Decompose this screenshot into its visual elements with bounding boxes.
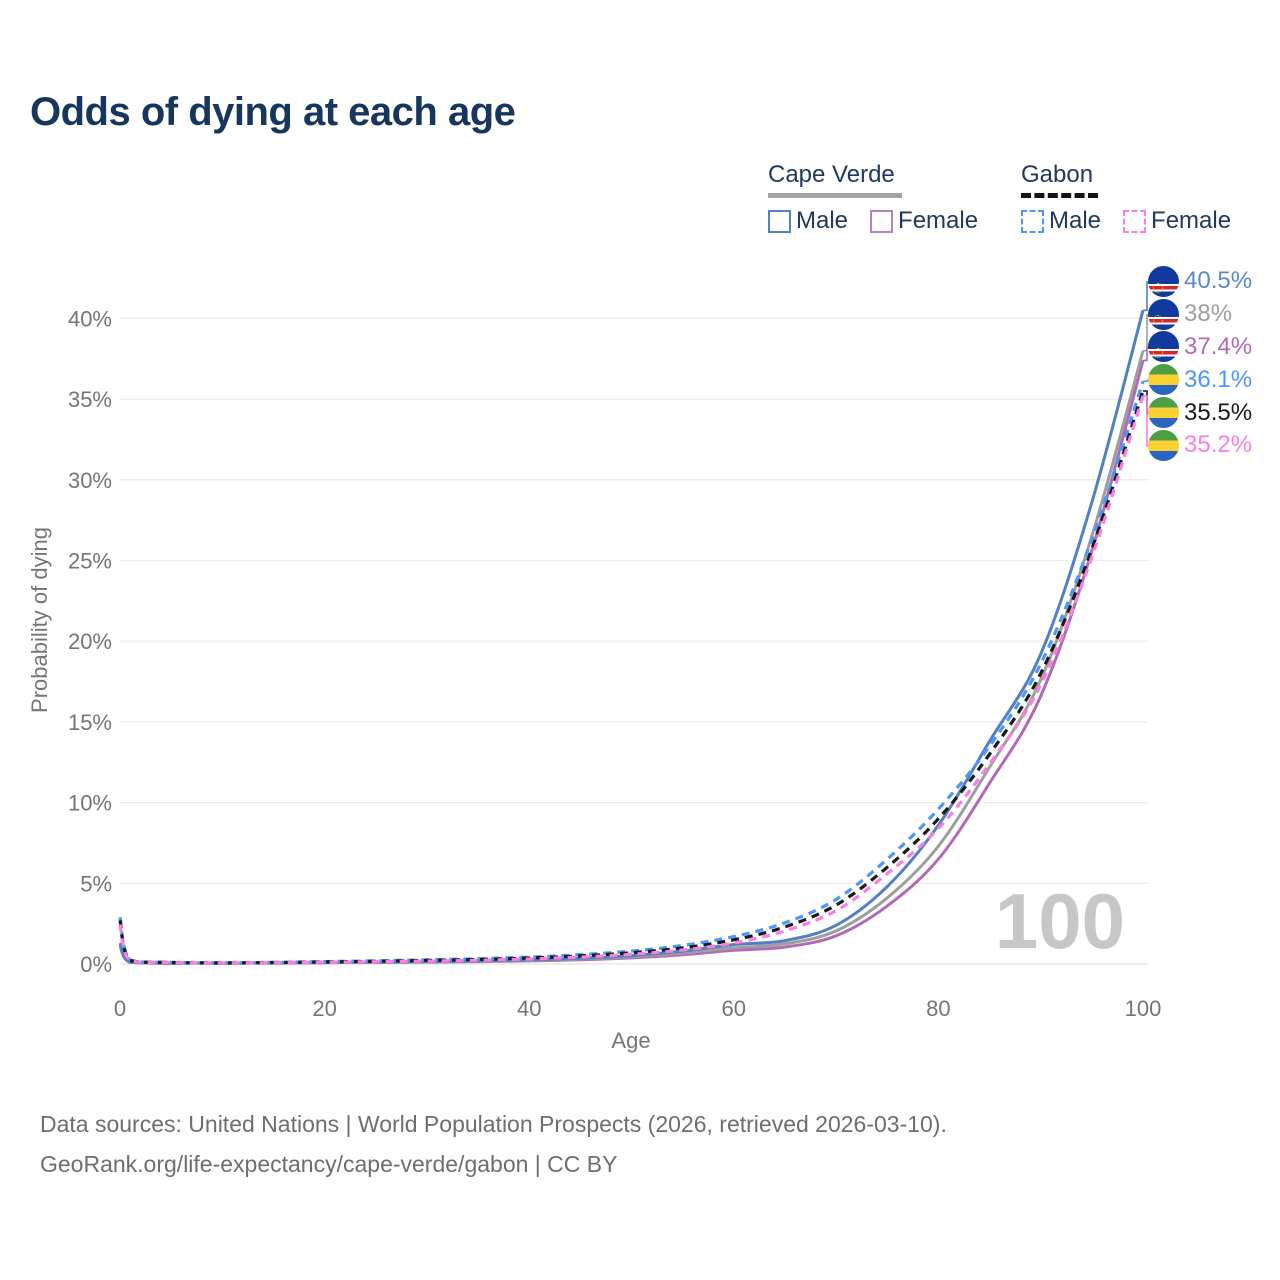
cape-verde-flag-icon: [1148, 265, 1179, 297]
legend-country-gabon[interactable]: Gabon: [1021, 161, 1094, 188]
x-tick-label: 0: [114, 996, 126, 1021]
legend-group-cape-verde: Cape Verde Male Female: [768, 161, 978, 235]
swatch-gabon-female-icon: [1123, 209, 1147, 233]
legend-item-gabon-male[interactable]: Male: [1021, 207, 1101, 235]
y-tick-label: 40%: [68, 306, 112, 331]
legend-group-gabon: Gabon Male Female: [1021, 161, 1231, 235]
y-tick-label: 20%: [68, 629, 112, 654]
end-label-cape-verde-female[interactable]: 37.4%: [1148, 331, 1252, 364]
x-tick-label: 40: [517, 996, 541, 1021]
legend-item-cape-verde-female[interactable]: Female: [870, 207, 978, 235]
series-line-cape-verde-both-sexes[interactable]: [118, 350, 1145, 965]
end-label-gabon-both[interactable]: 35.5%: [1148, 396, 1252, 429]
page-title: Odds of dying at each age: [30, 90, 516, 134]
y-tick-label: 10%: [68, 791, 112, 816]
end-label-cape-verde-male[interactable]: 40.5%: [1148, 265, 1252, 298]
end-label-cape-verde-both[interactable]: 38%: [1148, 298, 1252, 331]
y-axis-tick-labels: 0% 5% 10% 15% 20% 25% 30% 35% 40%: [68, 306, 112, 977]
y-tick-label: 30%: [68, 468, 112, 493]
y-tick-label: 25%: [68, 549, 112, 574]
y-tick-label: 0%: [80, 952, 112, 977]
gabon-flag-icon: [1148, 429, 1179, 461]
legend-item-gabon-female[interactable]: Female: [1123, 207, 1231, 235]
x-tick-label: 20: [312, 996, 336, 1021]
x-axis-title: Age: [611, 1028, 650, 1053]
x-tick-label: 100: [1125, 996, 1162, 1021]
swatch-gabon-male-icon: [1021, 209, 1044, 233]
series-line-cape-verde-male[interactable]: [118, 309, 1145, 965]
cape-verde-flag-icon: [1148, 331, 1179, 363]
source-line-1: Data sources: United Nations | World Pop…: [40, 1111, 947, 1137]
swatch-cape-verde-female-icon: [870, 209, 894, 233]
series-line-cape-verde-female[interactable]: [118, 360, 1145, 965]
line-chart: 0% 5% 10% 15% 20% 25% 30% 35% 40% 0 20 40 60 80 100 A…: [27, 281, 1161, 1053]
end-label-gabon-male[interactable]: 36.1%: [1148, 363, 1252, 396]
y-axis-title: Probability of dying: [27, 527, 52, 713]
series-line-gabon-female[interactable]: [118, 395, 1145, 965]
legend-item-cape-verde-male[interactable]: Male: [768, 207, 848, 235]
x-tick-label: 60: [722, 996, 746, 1021]
x-axis-tick-labels: 0 20 40 60 80 100: [114, 996, 1161, 1021]
legend-line-style-solid: [768, 193, 902, 198]
swatch-cape-verde-male-icon: [768, 209, 791, 233]
series-curves: [118, 309, 1145, 965]
data-sources: Data sources: United Nations | World Pop…: [40, 1104, 947, 1184]
series-line-gabon-male[interactable]: [118, 380, 1145, 965]
legend-line-style-dashed: [1021, 193, 1098, 198]
legend-country-cape-verde[interactable]: Cape Verde: [768, 161, 895, 188]
source-line-2[interactable]: GeoRank.org/life-expectancy/cape-verde/g…: [40, 1151, 618, 1177]
y-tick-label: 15%: [68, 710, 112, 735]
y-tick-label: 35%: [68, 387, 112, 412]
gridlines: [120, 317, 1148, 965]
series-line-gabon-both-sexes[interactable]: [118, 390, 1145, 965]
y-tick-label: 5%: [80, 871, 112, 896]
cape-verde-flag-icon: [1148, 298, 1179, 330]
age-watermark: 100: [994, 877, 1126, 965]
x-tick-label: 80: [926, 996, 950, 1021]
gabon-flag-icon: [1148, 397, 1179, 429]
gabon-flag-icon: [1148, 364, 1179, 396]
end-label-list: 40.5% 38% 37.4% 36.1% 35.5% 35.2%: [1148, 265, 1252, 462]
end-label-gabon-female[interactable]: 35.2%: [1148, 429, 1252, 462]
